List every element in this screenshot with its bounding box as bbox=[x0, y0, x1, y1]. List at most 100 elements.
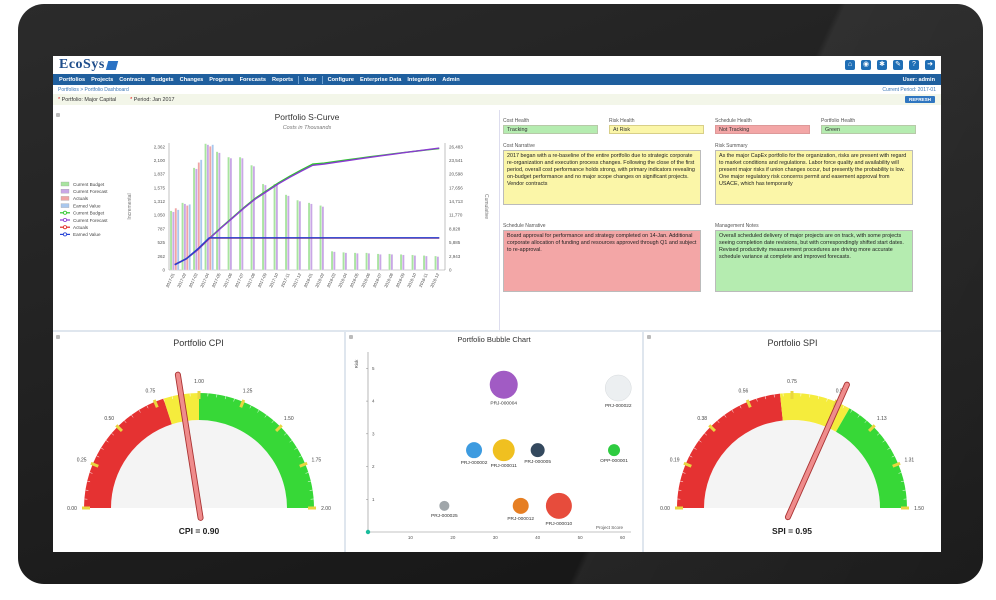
menu-budgets[interactable]: Budgets bbox=[151, 76, 174, 83]
menu-forecasts[interactable]: Forecasts bbox=[239, 76, 266, 83]
schedule-narrative-label: Schedule Narrative bbox=[503, 223, 546, 229]
cost-narrative-label: Cost Narrative bbox=[503, 143, 535, 149]
wrench-icon[interactable]: ✎ bbox=[893, 60, 903, 70]
bubble-point bbox=[605, 374, 632, 402]
legend-label: Earned Value bbox=[73, 232, 101, 237]
gear-icon[interactable]: ✱ bbox=[877, 60, 887, 70]
left-tick-label: 1,312 bbox=[154, 199, 166, 204]
home-icon[interactable]: ⌂ bbox=[845, 60, 855, 70]
s-curve-bar bbox=[284, 194, 288, 271]
menu-separator bbox=[321, 75, 323, 84]
right-tick-label: 17,656 bbox=[449, 185, 463, 190]
panel-drag-handle[interactable] bbox=[647, 335, 651, 339]
gauge-minor-tick bbox=[289, 440, 293, 443]
gauge-minor-tick bbox=[842, 405, 845, 409]
s-curve-bar bbox=[183, 203, 187, 271]
menu-user[interactable]: User bbox=[304, 76, 317, 83]
gauge-minor-tick bbox=[257, 409, 260, 413]
gauge-tick-label: 1.75 bbox=[311, 457, 321, 463]
bubble-chart: 1 2 3 4 5 10 20 30 40 50 60 Risk Project Score PRJ-00… bbox=[354, 352, 632, 540]
s-curve-bar bbox=[250, 165, 253, 271]
spi-title: Portfolio SPI bbox=[767, 338, 818, 348]
cost-narrative-textarea[interactable]: 2017 began with a re-baseline of the ent… bbox=[503, 150, 701, 205]
x-tick-label: 2017-12 bbox=[291, 272, 302, 289]
panel-drag-handle[interactable] bbox=[56, 113, 60, 117]
schedule-narrative-textarea[interactable]: Board approval for performance and strat… bbox=[503, 230, 701, 292]
bubble-panel: Portfolio Bubble Chart 1 2 3 4 5 10 20 30 40 50 60… bbox=[346, 332, 644, 552]
bubble-point-label: PRJ-000010 bbox=[546, 521, 573, 527]
x-tick-label: 2018-01 bbox=[303, 272, 314, 289]
gauge-major-tick bbox=[90, 461, 99, 468]
risk-summary-textarea[interactable]: As the major CapEx portfolio for the org… bbox=[715, 150, 913, 205]
gauge-tick-label: 0.00 bbox=[660, 506, 670, 512]
s-curve-chart: Portfolio S-Curve Costs in Thousands 0 262 5… bbox=[60, 112, 489, 289]
s-curve-bar bbox=[211, 144, 214, 271]
gauge-minor-tick bbox=[891, 455, 895, 458]
right-axis-title: Cumulative bbox=[483, 194, 489, 219]
s-curve-bar bbox=[188, 204, 191, 271]
s-curve-bar bbox=[181, 202, 184, 271]
gauge-minor-tick bbox=[857, 414, 860, 418]
gauge-minor-tick bbox=[138, 409, 141, 413]
right-tick-label: 0 bbox=[449, 268, 452, 273]
s-curve-bar bbox=[287, 195, 290, 271]
menu-admin[interactable]: Admin bbox=[442, 76, 460, 83]
bubble-x-tick-label: 30 bbox=[493, 535, 499, 540]
bubble-point bbox=[512, 497, 529, 514]
logout-icon[interactable]: ➜ bbox=[925, 60, 935, 70]
right-tick-label: 5,885 bbox=[449, 240, 461, 245]
gauge-major-tick bbox=[299, 461, 308, 468]
breadcrumb[interactable]: Portfolios > Portfolio Dashboard bbox=[58, 86, 129, 93]
portfolio-filter[interactable]: * Portfolio: Major Capital bbox=[58, 96, 117, 103]
x-tick-label: 2018-07 bbox=[372, 272, 383, 289]
s-curve-bar bbox=[379, 254, 382, 271]
menu-integration[interactable]: Integration bbox=[407, 76, 437, 83]
user-menu[interactable]: User: admin bbox=[902, 76, 935, 83]
gauge-tick-label: 0.56 bbox=[739, 389, 749, 395]
gauge-minor-tick bbox=[680, 480, 684, 483]
s-curve-bar bbox=[197, 162, 200, 271]
help-icon[interactable]: ? bbox=[909, 60, 919, 70]
period-filter[interactable]: * Period: Jan 2017 bbox=[130, 96, 175, 103]
schedule-health-value[interactable]: Not Tracking bbox=[715, 125, 810, 134]
menu-changes[interactable]: Changes bbox=[179, 76, 204, 83]
bubble-y-tick-label: 2 bbox=[372, 464, 375, 469]
cost-health-value[interactable]: Tracking bbox=[503, 125, 598, 134]
menu-progress[interactable]: Progress bbox=[209, 76, 234, 83]
bubble-point bbox=[492, 439, 515, 462]
legend-label: Actuals bbox=[73, 196, 89, 201]
cost-health-label: Cost Health bbox=[503, 118, 530, 124]
panel-drag-handle[interactable] bbox=[349, 335, 353, 339]
spi-readout: SPI = 0.95 bbox=[772, 526, 812, 536]
management-notes-textarea[interactable]: Overall scheduled delivery of major proj… bbox=[715, 230, 913, 292]
portfolio-health-value[interactable]: Green bbox=[821, 125, 916, 134]
gauge-tick-label: 1.13 bbox=[877, 416, 887, 422]
bubble-y-axis-title: Risk bbox=[354, 359, 359, 368]
menu-contracts[interactable]: Contracts bbox=[119, 76, 146, 83]
legend-label: Current Budget bbox=[73, 211, 105, 216]
gauge-minor-tick bbox=[698, 440, 702, 443]
menu-projects[interactable]: Projects bbox=[91, 76, 114, 83]
menu-enterprise-data[interactable]: Enterprise Data bbox=[360, 76, 402, 83]
menu-configure[interactable]: Configure bbox=[327, 76, 355, 83]
s-curve-bar bbox=[264, 184, 267, 271]
menu-separator bbox=[298, 75, 300, 84]
s-curve-bar bbox=[413, 255, 417, 271]
risk-health-value[interactable]: At Risk bbox=[609, 125, 704, 134]
visibility-icon[interactable]: ◉ bbox=[861, 60, 871, 70]
legend-label: Current Budget bbox=[73, 182, 105, 187]
ecosys-logo[interactable]: EcoSys bbox=[59, 57, 119, 73]
menu-portfolios[interactable]: Portfolios bbox=[59, 76, 86, 83]
bubble-title: Portfolio Bubble Chart bbox=[457, 335, 531, 344]
menu-reports[interactable]: Reports bbox=[272, 76, 294, 83]
s-curve-bar bbox=[298, 201, 302, 271]
gauge-tick-label: 0.75 bbox=[787, 379, 797, 385]
bubble-point-label: PRJ-000004 bbox=[490, 401, 517, 407]
s-curve-bar bbox=[261, 183, 265, 271]
refresh-button[interactable]: REFRESH bbox=[905, 96, 935, 103]
panel-drag-handle[interactable] bbox=[56, 335, 60, 339]
bubble-point bbox=[608, 444, 621, 457]
gauge-minor-tick bbox=[898, 472, 902, 474]
left-axis-title: Incremental bbox=[127, 193, 133, 219]
gauge-minor-tick bbox=[163, 398, 165, 402]
